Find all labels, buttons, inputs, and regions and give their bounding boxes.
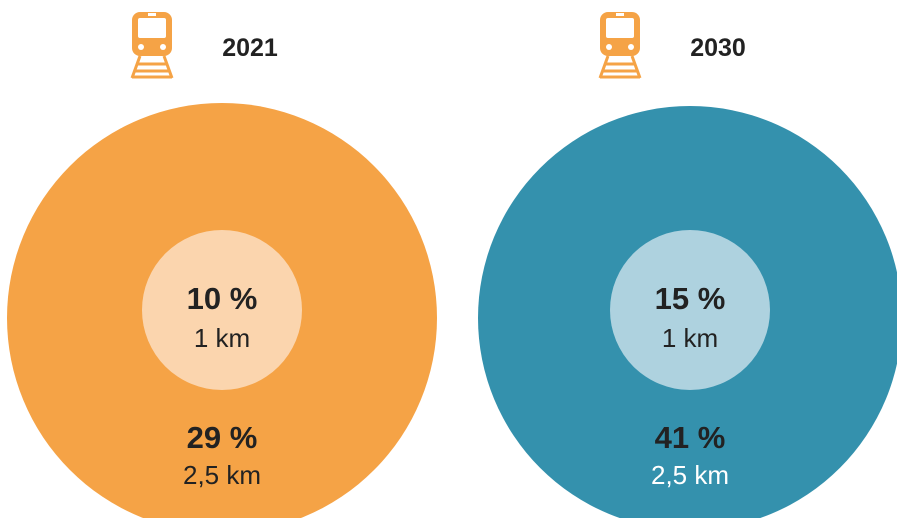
inner-distance: 1 km	[194, 323, 250, 353]
outer-percent: 29 %	[187, 420, 258, 455]
panel-2030: 2030 15 % 1 km 41 % 2,5 km	[478, 10, 897, 518]
inner-distance: 1 km	[662, 323, 718, 353]
inner-percent: 15 %	[655, 281, 726, 316]
panel-2021: 2021 10 % 1 km 29 % 2,5 km	[7, 10, 437, 518]
inner-percent: 10 %	[187, 281, 258, 316]
inner-circle	[142, 230, 302, 390]
inner-circle	[610, 230, 770, 390]
year: 2030	[690, 34, 746, 62]
year: 2021	[222, 34, 278, 62]
outer-percent: 41 %	[655, 420, 726, 455]
train-icon	[130, 10, 174, 80]
train-icon	[598, 10, 642, 80]
outer-distance: 2,5 km	[183, 460, 261, 490]
outer-distance: 2,5 km	[651, 460, 729, 490]
